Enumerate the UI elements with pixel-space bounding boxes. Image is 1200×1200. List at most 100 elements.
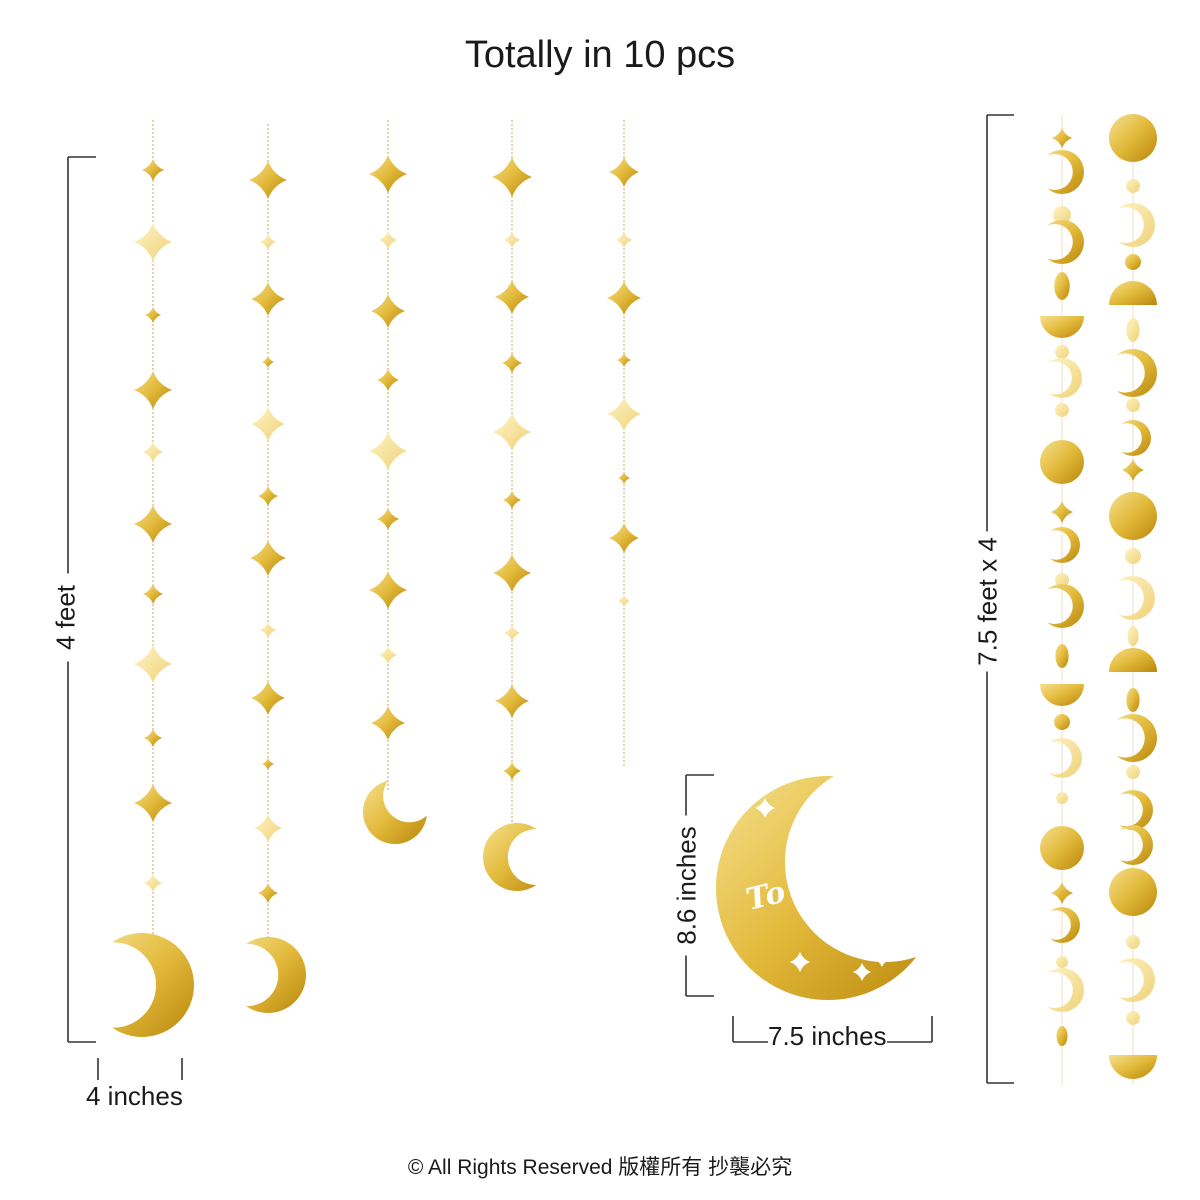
crescent-moon-icon — [1040, 968, 1084, 1012]
crescent-moon-icon — [1042, 358, 1082, 398]
crescent-moon-icon — [363, 780, 427, 844]
four-point-star-icon — [262, 356, 274, 368]
four-point-star-icon — [875, 953, 889, 967]
four-point-star-icon — [142, 159, 164, 181]
four-point-star-icon — [504, 625, 520, 641]
circle-disc-icon — [1109, 868, 1157, 916]
crescent-moon-icon — [1044, 527, 1080, 563]
moon-phase-garland — [1109, 114, 1157, 1085]
four-point-star-icon — [134, 371, 172, 409]
copyright-footer: © All Rights Reserved 版權所有 抄襲必究 — [407, 1156, 793, 1179]
four-point-star-icon — [495, 280, 529, 314]
star-strand — [249, 124, 287, 945]
circle-disc-icon — [1040, 440, 1084, 484]
four-point-star-icon — [609, 157, 639, 187]
four-point-star-icon — [617, 353, 631, 367]
circle-disc-icon — [1056, 1026, 1068, 1046]
four-point-star-icon — [495, 684, 529, 718]
star-strands — [90, 120, 641, 1037]
four-point-star-icon — [371, 706, 405, 740]
four-point-star-icon — [249, 161, 287, 199]
circle-disc-icon — [1055, 345, 1069, 359]
crescent-moon-icon — [1109, 714, 1157, 762]
four-point-star-icon — [144, 729, 162, 747]
four-point-star-icon — [377, 369, 399, 391]
circle-disc-icon — [1053, 206, 1071, 224]
circle-disc-icon — [1126, 935, 1140, 949]
four-point-star-icon — [262, 758, 274, 770]
circle-disc-icon — [1127, 626, 1139, 646]
four-point-star-icon — [369, 155, 407, 193]
four-point-star-icon — [493, 413, 531, 451]
half-circle-icon — [1040, 684, 1084, 706]
four-point-star-icon — [134, 223, 172, 261]
crescent-moon-icon — [1044, 907, 1080, 943]
circle-disc-icon — [1125, 254, 1141, 270]
half-circle-icon — [1109, 648, 1157, 672]
four-point-star-icon — [260, 622, 276, 638]
circle-disc-icon — [1125, 548, 1141, 564]
circle-disc-icon — [1126, 398, 1140, 412]
four-point-star-icon — [607, 397, 641, 431]
crescent-moon-icon — [1109, 349, 1157, 397]
half-circle-icon — [1109, 281, 1157, 305]
four-point-star-icon — [607, 281, 641, 315]
circle-disc-icon — [1126, 318, 1140, 342]
dimension-label-7-5-feet-x-4: 7.5 feet x 4 — [972, 531, 1004, 672]
crescent-moon-icon — [90, 933, 194, 1037]
to-the-moon-crescent: To the Moon — [716, 776, 955, 1000]
crescent-moon-icon — [483, 823, 551, 891]
four-point-star-icon — [492, 157, 532, 197]
half-circle-icon — [1040, 316, 1084, 338]
four-point-star-icon — [502, 353, 522, 373]
moon-phase-garlands — [1040, 114, 1157, 1085]
four-point-star-icon — [250, 540, 286, 576]
page-title: Totally in 10 pcs — [464, 34, 736, 76]
four-point-star-icon — [251, 407, 285, 441]
star-strand — [134, 120, 172, 940]
circle-disc-icon — [1055, 644, 1069, 668]
four-point-star-icon — [853, 963, 871, 981]
dimension-label-7-5-inches: 7.5 inches — [768, 1021, 887, 1052]
circle-disc-icon — [1055, 403, 1069, 417]
circle-disc-icon — [1126, 688, 1140, 712]
crescent-moon-icon — [1040, 584, 1084, 628]
four-point-star-icon — [503, 491, 521, 509]
crescent-moon-icon — [1040, 150, 1084, 194]
circle-disc-icon — [1056, 956, 1068, 968]
circle-disc-icon — [1126, 765, 1140, 779]
dimension-label-4-feet: 4 feet — [50, 573, 82, 662]
crescent-moon-icon — [1115, 420, 1151, 456]
circle-disc-icon — [1109, 114, 1157, 162]
four-point-star-icon — [609, 523, 639, 553]
circle-disc-icon — [1055, 573, 1069, 587]
four-point-star-icon — [369, 571, 407, 609]
four-point-star-icon — [371, 294, 405, 328]
four-point-star-icon — [379, 646, 397, 664]
crescent-moon-icon — [1111, 203, 1155, 247]
dimension-label-4-inches: 4 inches — [86, 1081, 183, 1112]
circle-disc-icon — [1109, 492, 1157, 540]
four-point-star-icon — [143, 442, 163, 462]
four-point-star-icon — [790, 952, 810, 972]
crescent-moon-icon — [230, 937, 306, 1013]
four-point-star-icon — [755, 798, 775, 818]
four-point-star-icon — [134, 645, 172, 683]
half-circle-icon — [1109, 1055, 1157, 1079]
four-point-star-icon — [144, 874, 162, 892]
four-point-star-icon — [1122, 459, 1144, 481]
four-point-star-icon — [143, 584, 163, 604]
four-point-star-icon — [503, 762, 521, 780]
four-point-star-icon — [618, 472, 630, 484]
star-strand — [369, 120, 407, 790]
four-point-star-icon — [260, 234, 276, 250]
four-point-star-icon — [251, 282, 285, 316]
star-strand — [492, 120, 532, 825]
four-point-star-icon — [820, 785, 840, 805]
crescent-moon-icon — [1113, 790, 1153, 830]
circle-disc-icon — [1126, 1011, 1140, 1025]
four-point-star-icon — [618, 595, 630, 607]
four-point-star-icon — [258, 486, 278, 506]
